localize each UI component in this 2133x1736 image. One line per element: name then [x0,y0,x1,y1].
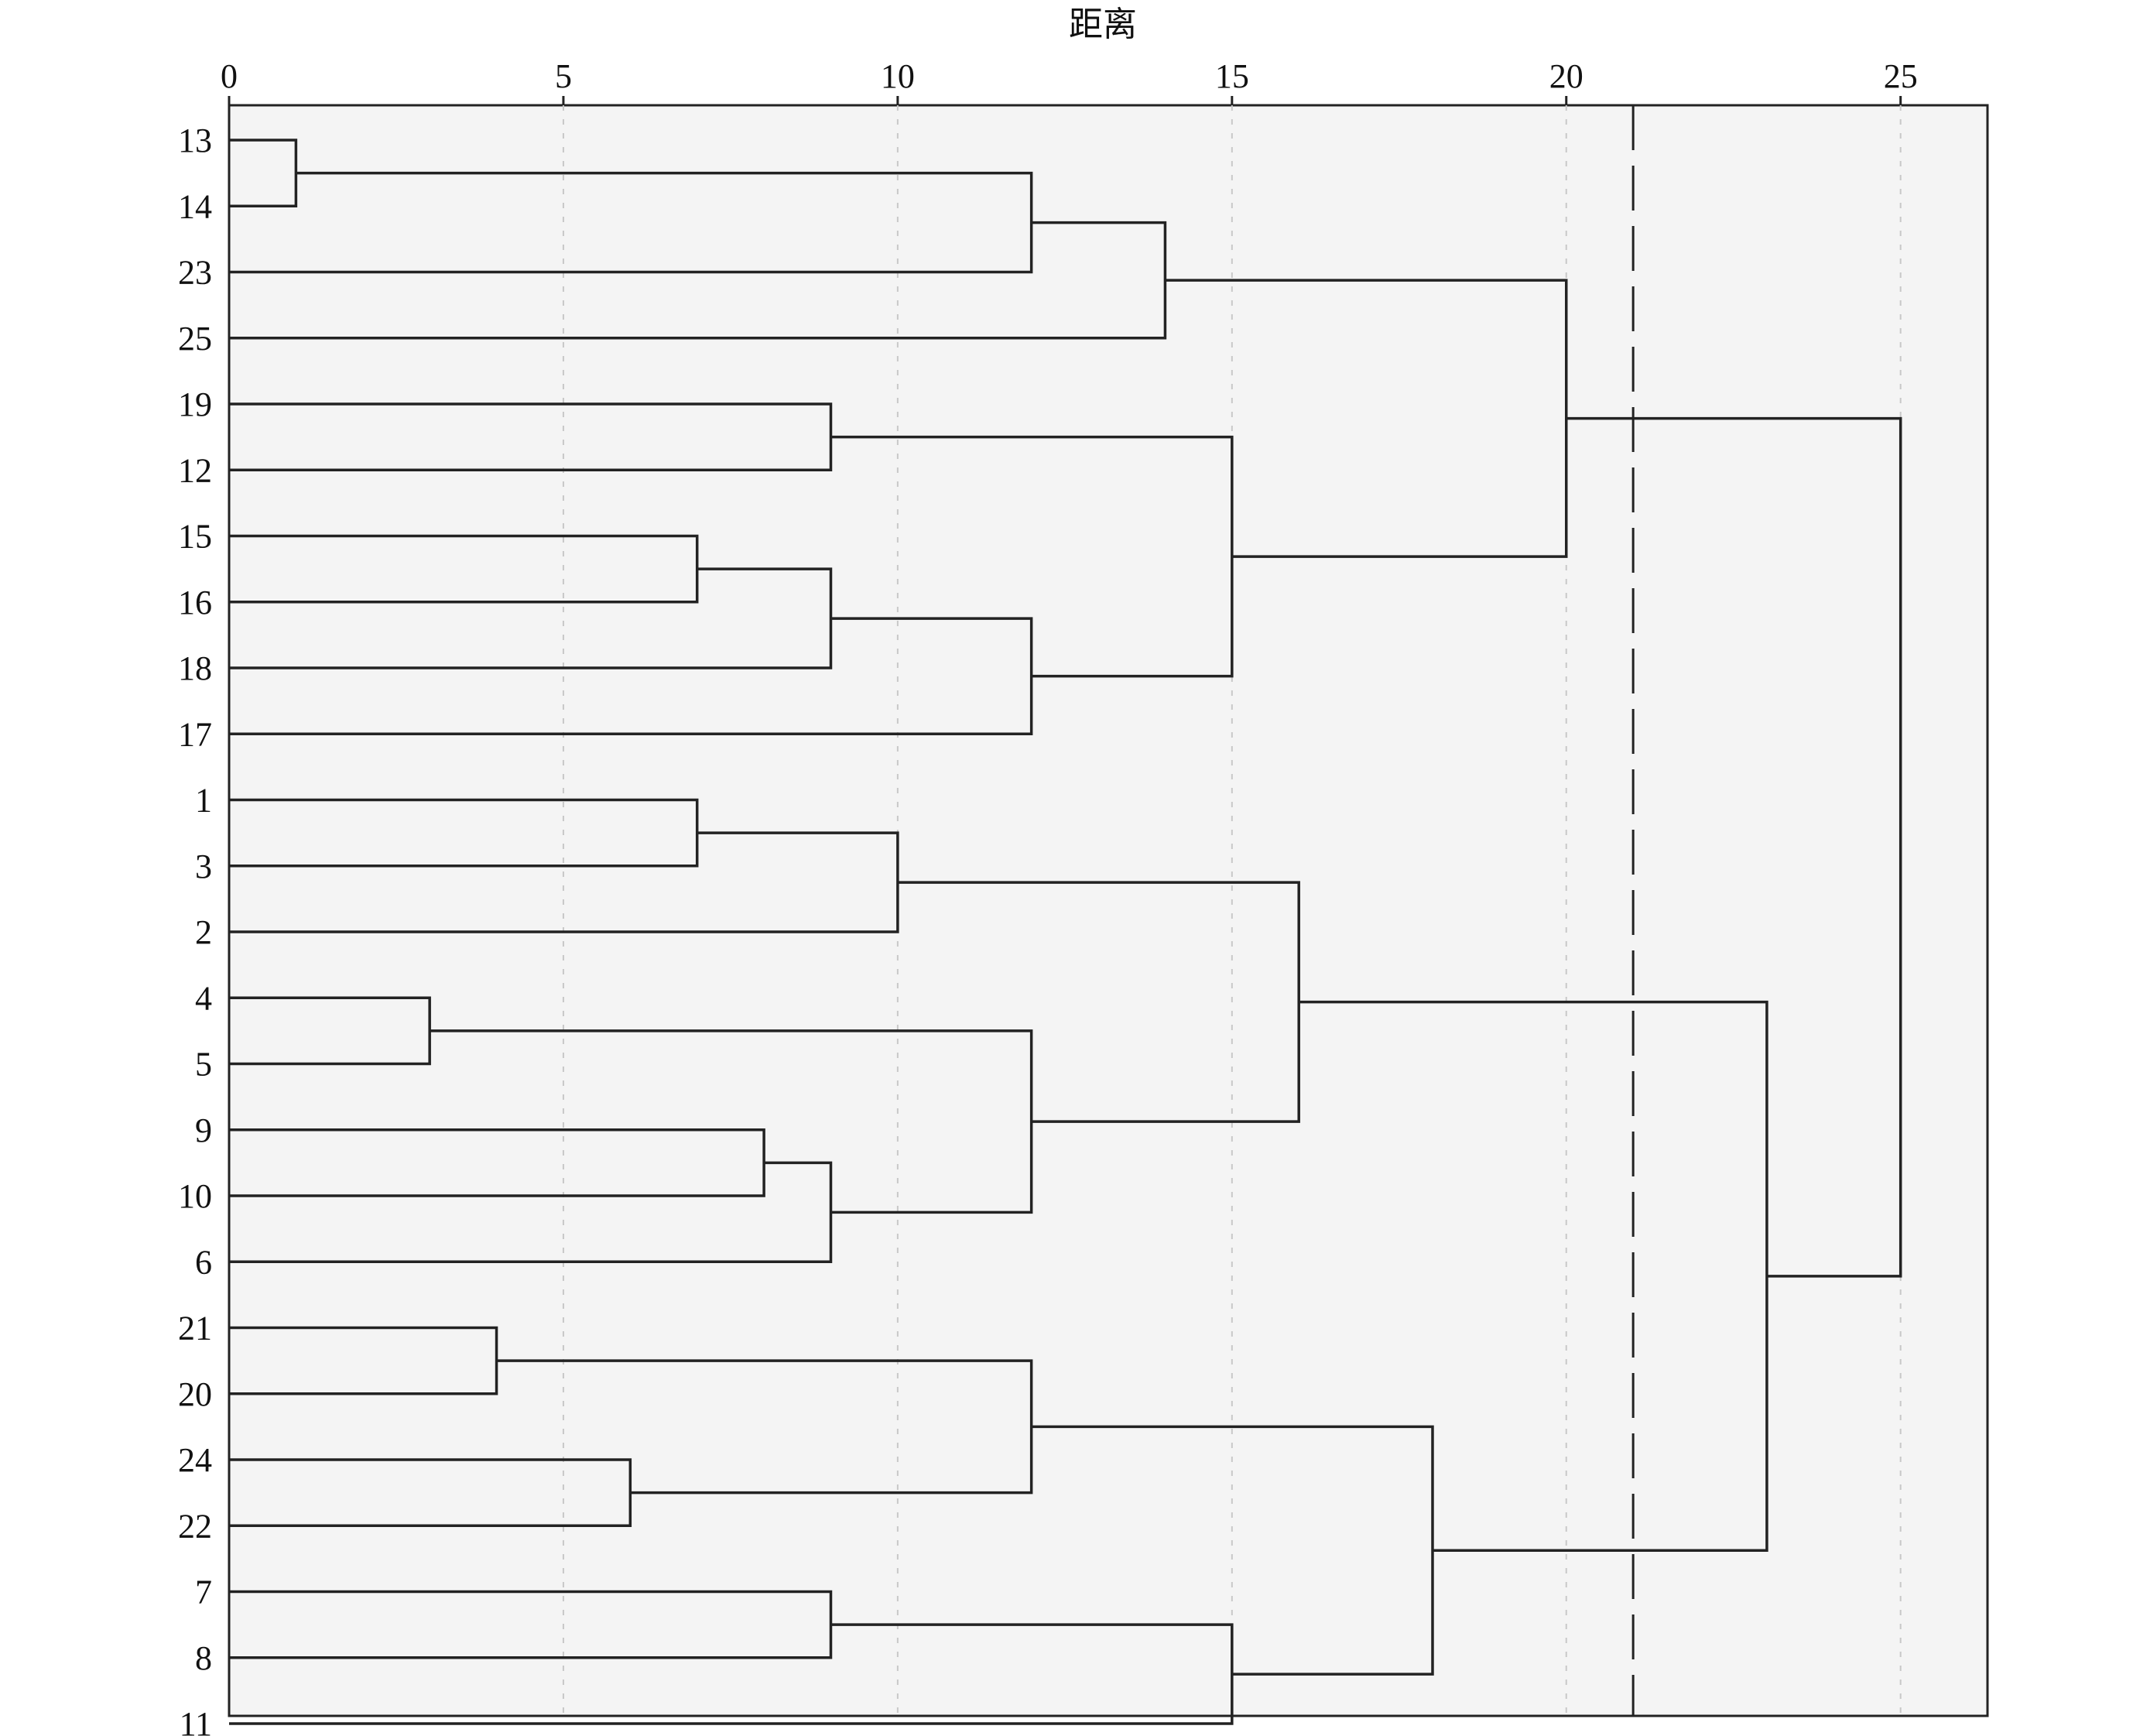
leaf-label-9: 9 [195,1111,212,1149]
merge-link-6 [229,567,833,669]
x-tick-label-15: 15 [1215,57,1249,95]
leaf-label-13: 13 [178,122,212,159]
x-tick-label-25: 25 [1884,57,1918,95]
leaf-label-5: 5 [195,1046,212,1084]
merge-link-14 [229,1161,833,1263]
merge-link-7 [229,617,1033,735]
merge-link-2 [229,171,1033,274]
leaf-label-23: 23 [178,254,212,292]
merge-link-4 [229,402,833,471]
merge-link-24 [1566,416,1902,1278]
leaf-label-7: 7 [195,1573,212,1611]
leaf-label-25: 25 [178,320,212,358]
leaf-label-8: 8 [195,1639,212,1677]
plot-background [228,104,1989,1717]
merge-link-19 [496,1359,1033,1495]
merge-link-15 [430,1029,1033,1214]
x-tick-label-20: 20 [1549,57,1583,95]
leaf-label-6: 6 [195,1243,212,1281]
merge-link-20 [229,1590,833,1659]
merge-link-17 [229,1326,498,1395]
leaf-label-16: 16 [178,584,212,621]
dendrogram-links [229,139,1902,1725]
leaf-label-3: 3 [195,847,212,885]
leaf-label-18: 18 [178,649,212,687]
merge-link-22 [1031,1425,1434,1676]
leaf-label-20: 20 [178,1375,212,1413]
leaf-label-24: 24 [178,1441,212,1479]
leaf-label-2: 2 [195,913,212,951]
leaf-label-19: 19 [178,385,212,423]
merge-link-23 [1299,1000,1768,1552]
leaf-label-14: 14 [178,187,212,225]
x-axis-title: 距离 [1069,5,1137,44]
leaf-label-12: 12 [178,451,212,489]
leaf-label-15: 15 [178,518,212,556]
x-tick-label-10: 10 [881,57,915,95]
leaf-label-1: 1 [195,782,212,820]
leaf-label-22: 22 [178,1507,212,1545]
leaf-label-21: 21 [178,1310,212,1347]
leaf-labels: 1314232519121516181713245910621202422781… [178,122,212,1736]
leaf-label-4: 4 [195,979,212,1017]
leaf-label-17: 17 [178,715,212,753]
x-tick-label-0: 0 [221,57,238,95]
leaf-label-11: 11 [180,1705,212,1736]
x-tick-label-5: 5 [555,57,572,95]
leaf-label-10: 10 [178,1177,212,1215]
x-axis-ticks: 0 5 10 15 20 25 [221,57,1918,105]
